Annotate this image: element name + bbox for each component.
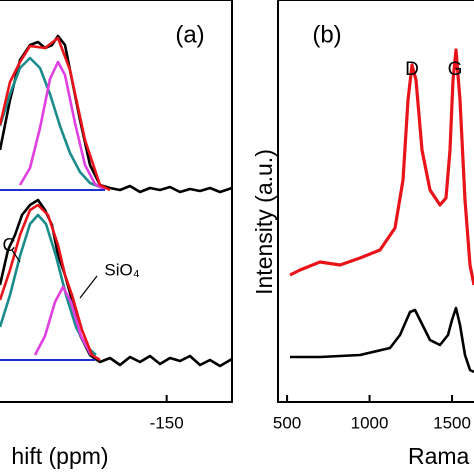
x-tick-label: 500 bbox=[273, 413, 301, 432]
spectrum-line bbox=[290, 306, 474, 374]
annotation: G bbox=[448, 59, 463, 80]
annotation: C bbox=[3, 235, 16, 255]
spectrum-line bbox=[0, 36, 111, 192]
plot-area bbox=[289, 48, 474, 374]
spectrum-line bbox=[0, 56, 101, 189]
annotation-pointer bbox=[11, 249, 21, 263]
x-axis-label: Rama bbox=[408, 443, 470, 469]
annotation: (a) bbox=[175, 21, 204, 48]
annotation: SiO₄ bbox=[104, 260, 139, 279]
x-tick-label: 1000 bbox=[351, 413, 389, 432]
spectrum-line bbox=[0, 203, 101, 362]
x-axis-label: hift (ppm) bbox=[11, 443, 108, 469]
x-tick-label: -150 bbox=[150, 413, 184, 432]
plot-area bbox=[0, 34, 232, 368]
y-axis-label: Intensity (a.u.) bbox=[251, 149, 277, 295]
spectrum-line bbox=[0, 34, 232, 194]
annotation: (b) bbox=[312, 21, 341, 48]
spectrum-line bbox=[289, 48, 474, 286]
axes-frame bbox=[0, 0, 233, 403]
spectrum-line bbox=[33, 285, 93, 356]
spectrum-line bbox=[0, 198, 232, 368]
annotation: D bbox=[405, 59, 419, 80]
annotation-pointer bbox=[79, 275, 98, 299]
axes-frame bbox=[277, 0, 474, 403]
spectrum-line bbox=[18, 60, 106, 192]
x-tick-label: 1500 bbox=[433, 413, 471, 432]
